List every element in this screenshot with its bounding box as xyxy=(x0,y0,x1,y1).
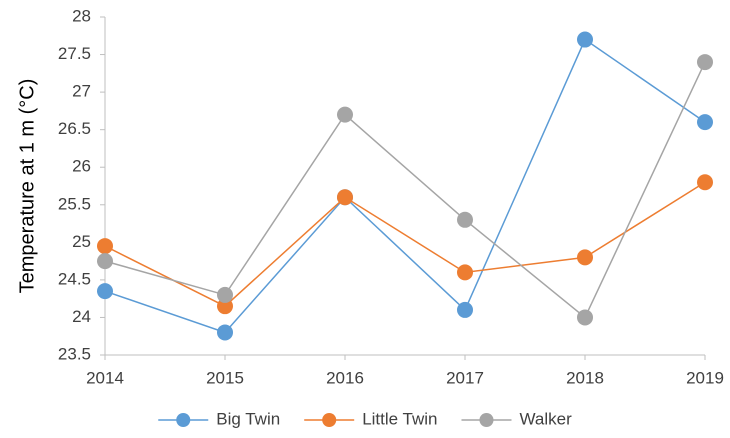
point xyxy=(577,31,593,48)
point xyxy=(577,249,593,266)
x-tick-label: 2016 xyxy=(326,368,364,387)
point xyxy=(697,174,713,191)
point xyxy=(697,54,713,71)
series-line xyxy=(104,38,706,334)
point xyxy=(457,264,473,281)
y-tick-label: 24 xyxy=(72,307,91,326)
y-axis-label: Temperature at 1 m (°C) xyxy=(16,79,38,294)
point xyxy=(217,324,233,341)
y-tick-label: 25.5 xyxy=(58,194,91,213)
y-tick-label: 26.5 xyxy=(58,119,91,138)
point xyxy=(457,211,473,228)
legend-marker xyxy=(322,413,337,427)
x-tick-label: 2018 xyxy=(566,368,604,387)
point xyxy=(337,106,353,123)
y-tick-label: 27.5 xyxy=(58,44,91,63)
x-tick-label: 2017 xyxy=(446,368,484,387)
y-tick-label: 24.5 xyxy=(58,269,91,288)
point xyxy=(577,309,593,326)
point xyxy=(97,253,113,270)
x-tick-label: 2019 xyxy=(686,368,724,387)
y-tick-label: 26 xyxy=(72,157,91,176)
point xyxy=(217,286,233,303)
legend-label: Big Twin xyxy=(216,409,280,428)
point xyxy=(697,114,713,131)
x-tick-label: 2015 xyxy=(206,368,244,387)
series-line xyxy=(104,61,706,319)
point xyxy=(457,301,473,318)
legend-marker xyxy=(479,413,494,427)
series-line xyxy=(104,181,706,308)
legend-label: Little Twin xyxy=(362,409,437,428)
y-tick-label: 25 xyxy=(72,232,91,251)
x-tick-label: 2014 xyxy=(86,368,124,387)
point xyxy=(97,283,113,300)
legend-marker xyxy=(176,413,191,427)
point xyxy=(217,298,233,315)
point xyxy=(337,189,353,206)
legend-label: Walker xyxy=(519,409,572,428)
y-tick-label: 27 xyxy=(72,82,91,101)
y-tick-label: 23.5 xyxy=(58,344,91,363)
point xyxy=(97,238,113,255)
y-tick-label: 28 xyxy=(72,6,91,25)
